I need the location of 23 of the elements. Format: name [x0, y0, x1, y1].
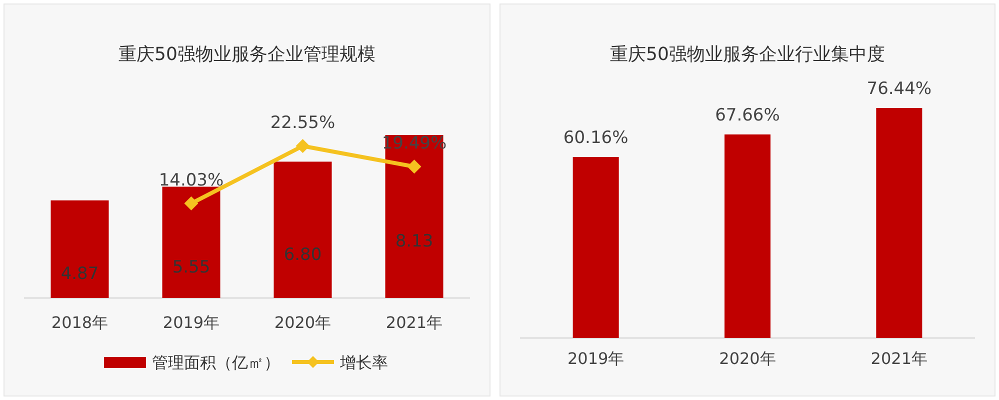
- x-tick-label: 2021年: [386, 313, 443, 332]
- x-tick-label: 2018年: [51, 313, 108, 332]
- legend-label: 增长率: [339, 353, 388, 372]
- data-label: 60.16%: [563, 128, 628, 148]
- x-tick-label: 2020年: [719, 349, 776, 368]
- data-label: 8.13: [395, 232, 434, 252]
- data-label: 5.55: [172, 257, 210, 278]
- chart-title: 重庆50强物业服务企业行业集中度: [610, 44, 885, 65]
- x-tick-label: 2021年: [870, 349, 928, 368]
- data-label: 67.66%: [715, 105, 780, 126]
- chart-title: 重庆50强物业服务企业管理规模: [118, 44, 376, 65]
- bar: [50, 200, 109, 298]
- data-label: 76.44%: [866, 79, 932, 99]
- x-tick-label: 2020年: [274, 313, 332, 332]
- data-label: 6.80: [284, 244, 322, 265]
- data-label: 4.87: [60, 264, 99, 284]
- data-label: 14.03%: [158, 170, 224, 190]
- x-tick-label: 2019年: [162, 313, 220, 332]
- bar: [274, 162, 332, 298]
- legend-label: 管理面积（亿㎡）: [152, 353, 280, 372]
- x-tick-label: 2019年: [567, 349, 624, 368]
- data-label: 22.55%: [270, 113, 336, 133]
- bar: [162, 186, 220, 298]
